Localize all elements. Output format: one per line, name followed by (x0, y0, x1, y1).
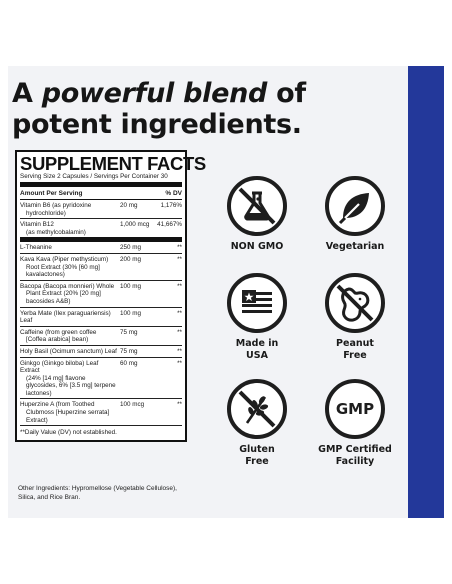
headline-emphasis: powerful blend (41, 78, 268, 109)
ingredient-name: Vitamin B6 (as pyridoxine hydrochloride) (20, 202, 92, 217)
no-gluten-wheat-icon (238, 390, 276, 428)
headline: A powerful blend of potent ingredients. (12, 78, 392, 140)
badge-label-vegetarian: Vegetarian (325, 241, 385, 252)
facts-header: Amount Per Serving % DV (20, 187, 182, 200)
facts-row: Bacopa (Bacopa monnieri) Whole Plant Extr… (20, 281, 182, 308)
gmp-icon: GMP (335, 400, 375, 418)
facts-footnote: **Daily Value (DV) not established. (20, 429, 117, 437)
headline-line-2: potent ingredients. (12, 109, 302, 140)
badge-label-gluten-free: Gluten Free (239, 444, 275, 467)
ingredient-amount: 200 mg (120, 255, 142, 263)
ingredient-dv: ** (177, 401, 182, 409)
ingredient-name: Vitamin B12 (as methylcobalamin) (20, 221, 86, 236)
ingredient-amount: 75 mg (120, 328, 138, 336)
ingredient-dv: ** (177, 309, 182, 317)
peanut-free-badge (325, 273, 385, 333)
ingredient-name: Ginkgo (Ginkgo biloba) Leaf Extract (24% … (20, 359, 116, 397)
facts-rows: Vitamin B6 (as pyridoxine hydrochloride) 2… (20, 200, 182, 427)
ingredient-name: Caffeine (from green coffee [Coffea arabi… (20, 328, 97, 344)
ingredient-amount: 100 mcg (120, 401, 145, 409)
facts-row: Vitamin B12 (as methylcobalamin) 1,000 mcg… (20, 219, 182, 243)
usa-flag-icon (242, 290, 272, 313)
facts-row: Yerba Mate (Ilex paraguariensis) Leaf 100… (20, 308, 182, 327)
ingredient-name: Huperzine A (from Toothed Clubmoss [Huper… (20, 401, 110, 424)
no-peanut-icon (336, 284, 374, 322)
non-gmo-badge (227, 176, 287, 236)
headline-line-1: A powerful blend of (12, 78, 306, 109)
no-gmo-flask-icon (238, 187, 276, 225)
ingredient-amount: 60 mg (120, 359, 138, 367)
facts-row: Holy Basil (Ocimum sanctum) Leaf 75 mg ** (20, 346, 182, 358)
gluten-free-badge (227, 379, 287, 439)
ingredient-amount: 250 mg (120, 244, 142, 252)
facts-row: Caffeine (from green coffee [Coffea arabi… (20, 327, 182, 346)
facts-row: Ginkgo (Ginkgo biloba) Leaf Extract (24% … (20, 358, 182, 400)
blue-accent-band (408, 66, 444, 518)
badge-label-non-gmo: NON GMO (230, 241, 284, 252)
badge-label-gmp: GMP Certified Facility (318, 444, 392, 467)
ingredient-name: Yerba Mate (Ilex paraguariensis) Leaf (20, 309, 111, 325)
ingredient-dv: 41,667% (157, 221, 182, 229)
ingredient-amount: 100 mg (120, 309, 142, 317)
ingredient-name: Holy Basil (Ocimum sanctum) Leaf (20, 347, 117, 355)
ingredient-name: Kava Kava (Piper methysticum) Root Extrac… (20, 255, 109, 279)
ingredient-dv: ** (177, 282, 182, 290)
vegetarian-badge (325, 176, 385, 236)
ingredient-amount: 100 mg (120, 282, 142, 290)
ingredient-name: L-Theanine (20, 244, 52, 252)
ingredient-dv: ** (177, 244, 182, 252)
ingredient-name: Bacopa (Bacopa monnieri) Whole Plant Extr… (20, 282, 115, 305)
ingredient-amount: 1,000 mcg (120, 221, 150, 229)
ingredient-dv: ** (177, 328, 182, 336)
badge-label-peanut-free: Peanut Free (336, 338, 374, 361)
serving-info: Serving Size 2 Capsules / Servings Per C… (20, 173, 182, 187)
facts-row: Huperzine A (from Toothed Clubmoss [Huper… (20, 399, 182, 427)
ingredient-dv: ** (177, 359, 182, 367)
ingredient-amount: 20 mg (120, 202, 138, 209)
badge-label-made-in-usa: Made in USA (235, 338, 279, 361)
ingredient-dv: ** (177, 347, 182, 355)
ingredient-amount: 75 mg (120, 347, 138, 355)
facts-row: L-Theanine 250 mg ** (20, 242, 182, 254)
gmp-badge: GMP (325, 379, 385, 439)
ingredient-dv: ** (177, 255, 182, 263)
ingredient-dv: 1,176% (160, 202, 182, 209)
facts-title: SUPPLEMENT FACTS (20, 153, 206, 174)
made-in-usa-badge (227, 273, 287, 333)
leaf-icon (338, 193, 369, 225)
other-ingredients: Other Ingredients: Hypromellose (Vegetab… (18, 485, 177, 501)
facts-row: Vitamin B6 (as pyridoxine hydrochloride) 2… (20, 200, 182, 220)
facts-row: Kava Kava (Piper methysticum) Root Extrac… (20, 254, 182, 281)
supplement-facts-panel: SUPPLEMENT FACTS Serving Size 2 Capsules… (15, 150, 206, 443)
